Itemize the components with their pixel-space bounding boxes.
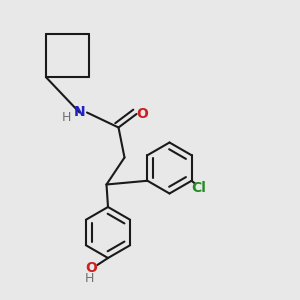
Text: H: H	[84, 272, 94, 285]
Text: Cl: Cl	[192, 181, 206, 195]
Text: O: O	[85, 262, 98, 275]
Text: H: H	[61, 111, 71, 124]
Text: O: O	[136, 107, 148, 121]
Text: N: N	[74, 106, 85, 119]
